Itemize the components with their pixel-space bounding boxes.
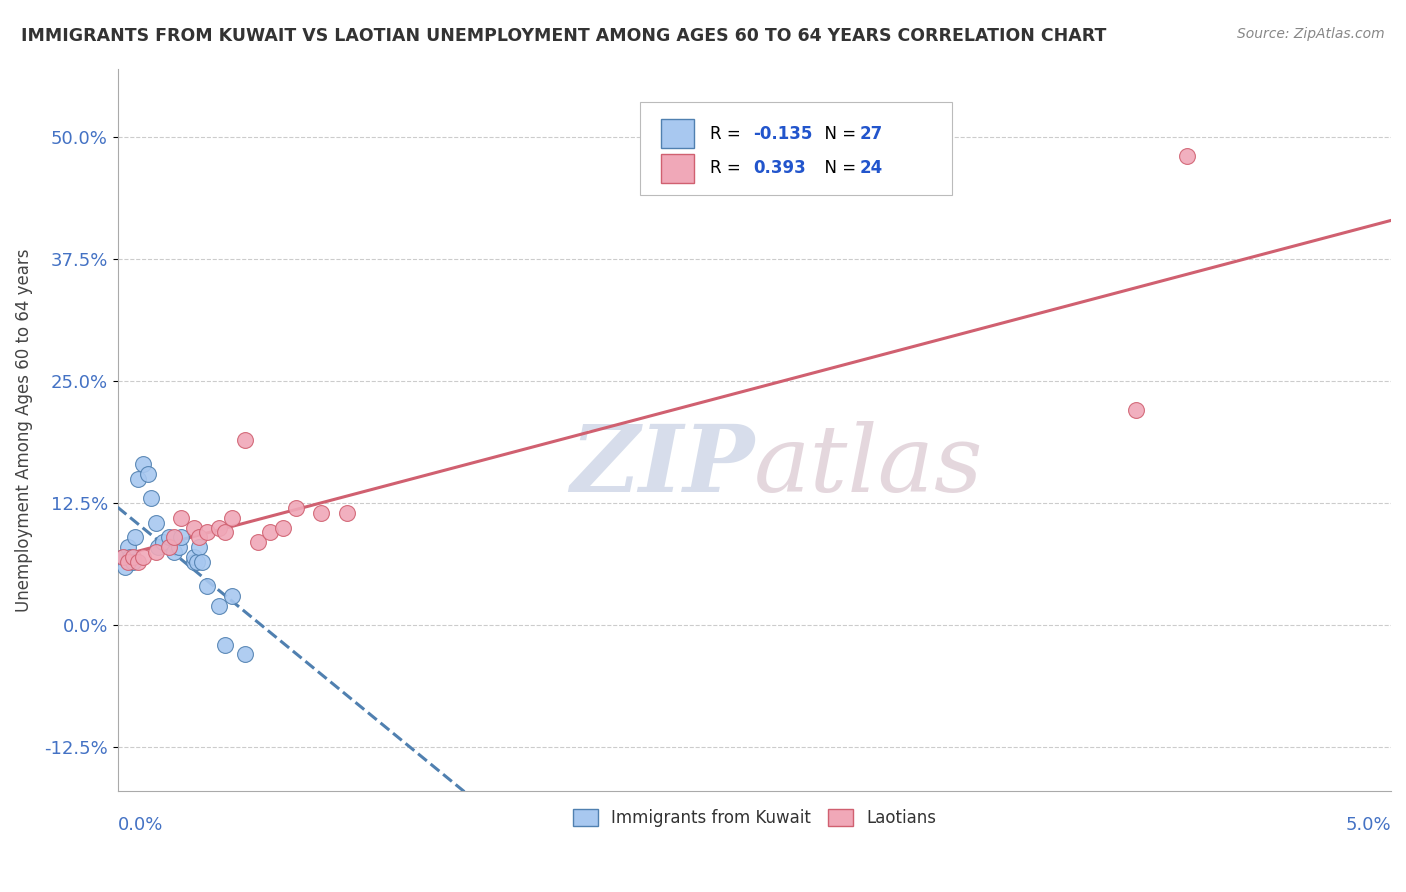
Text: 0.393: 0.393 <box>754 160 806 178</box>
Text: IMMIGRANTS FROM KUWAIT VS LAOTIAN UNEMPLOYMENT AMONG AGES 60 TO 64 YEARS CORRELA: IMMIGRANTS FROM KUWAIT VS LAOTIAN UNEMPL… <box>21 27 1107 45</box>
Point <box>111 549 134 564</box>
Point <box>145 516 167 530</box>
Point <box>121 555 143 569</box>
FancyBboxPatch shape <box>661 120 695 148</box>
Text: 5.0%: 5.0% <box>1346 815 1391 834</box>
Point <box>124 530 146 544</box>
Point <box>1175 149 1198 163</box>
Point <box>157 530 180 544</box>
Point <box>127 472 149 486</box>
Point <box>190 555 212 569</box>
Point <box>188 530 211 544</box>
Point <box>214 638 236 652</box>
Point <box>117 540 139 554</box>
Point <box>208 520 231 534</box>
Text: atlas: atlas <box>754 421 984 511</box>
Text: 27: 27 <box>860 125 883 143</box>
Point <box>195 579 218 593</box>
Text: 24: 24 <box>860 160 883 178</box>
Point <box>208 599 231 613</box>
Point <box>186 555 208 569</box>
Point <box>170 510 193 524</box>
Point <box>132 457 155 471</box>
Point <box>111 549 134 564</box>
Y-axis label: Unemployment Among Ages 60 to 64 years: Unemployment Among Ages 60 to 64 years <box>15 248 32 612</box>
Point <box>120 549 142 564</box>
Point <box>221 510 243 524</box>
Point <box>1125 403 1147 417</box>
Point <box>336 506 359 520</box>
Point <box>139 491 162 506</box>
Point <box>157 540 180 554</box>
Point <box>127 555 149 569</box>
Point <box>121 549 143 564</box>
Point <box>188 540 211 554</box>
Point <box>271 520 294 534</box>
FancyBboxPatch shape <box>640 103 952 195</box>
Text: -0.135: -0.135 <box>754 125 813 143</box>
Point <box>259 525 281 540</box>
Point <box>233 433 256 447</box>
Text: N =: N = <box>814 160 862 178</box>
Point <box>311 506 333 520</box>
Point <box>170 530 193 544</box>
Point <box>183 555 205 569</box>
Point <box>246 535 269 549</box>
Point <box>132 549 155 564</box>
Point <box>162 545 184 559</box>
Point <box>152 535 174 549</box>
Text: R =: R = <box>710 125 745 143</box>
Point <box>145 545 167 559</box>
Point <box>233 648 256 662</box>
Legend: Immigrants from Kuwait, Laotians: Immigrants from Kuwait, Laotians <box>567 802 942 833</box>
Point <box>136 467 159 481</box>
Point <box>114 559 136 574</box>
Text: N =: N = <box>814 125 862 143</box>
Point <box>221 589 243 603</box>
Point <box>183 549 205 564</box>
Point <box>117 555 139 569</box>
FancyBboxPatch shape <box>661 153 695 183</box>
Text: Source: ZipAtlas.com: Source: ZipAtlas.com <box>1237 27 1385 41</box>
Text: 0.0%: 0.0% <box>118 815 163 834</box>
Text: ZIP: ZIP <box>569 421 754 511</box>
Point <box>148 540 170 554</box>
Point <box>195 525 218 540</box>
Point <box>214 525 236 540</box>
Text: R =: R = <box>710 160 745 178</box>
Point <box>167 540 190 554</box>
Point <box>284 500 307 515</box>
Point <box>183 520 205 534</box>
Point <box>162 530 184 544</box>
